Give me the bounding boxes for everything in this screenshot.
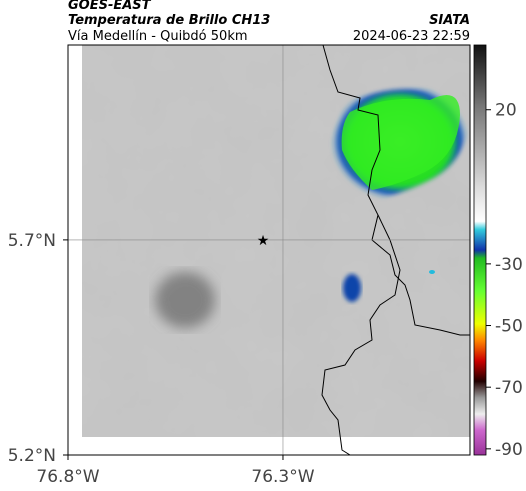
y-tick-label: 5.7°N — [8, 231, 56, 251]
colorbar-tick-label: -30 — [495, 255, 523, 275]
location-marker: ★ — [257, 233, 270, 249]
agency: SIATA — [429, 13, 470, 28]
x-tick-label: 76.8°W — [36, 467, 99, 487]
colorbar-tick-label: -70 — [495, 378, 523, 398]
colorbar-tick-label: 20 — [495, 101, 517, 121]
boundaries — [321, 44, 470, 456]
timestamp: 2024-06-23 22:59 — [353, 29, 470, 44]
colorbar — [473, 44, 487, 456]
x-tick-label: 76.3°W — [251, 467, 314, 487]
subtitle: Vía Medellín - Quibdó 50km — [68, 29, 248, 44]
colorbar-tick-label: -50 — [495, 317, 523, 337]
satellite-image — [82, 45, 470, 437]
source: GOES-EAST — [68, 0, 152, 13]
y-tick-label: 5.2°N — [8, 446, 56, 466]
colorbar-tick-label: -90 — [495, 440, 523, 460]
title: Temperatura de Brillo CH13 — [68, 13, 270, 28]
map-frame — [67, 44, 471, 456]
